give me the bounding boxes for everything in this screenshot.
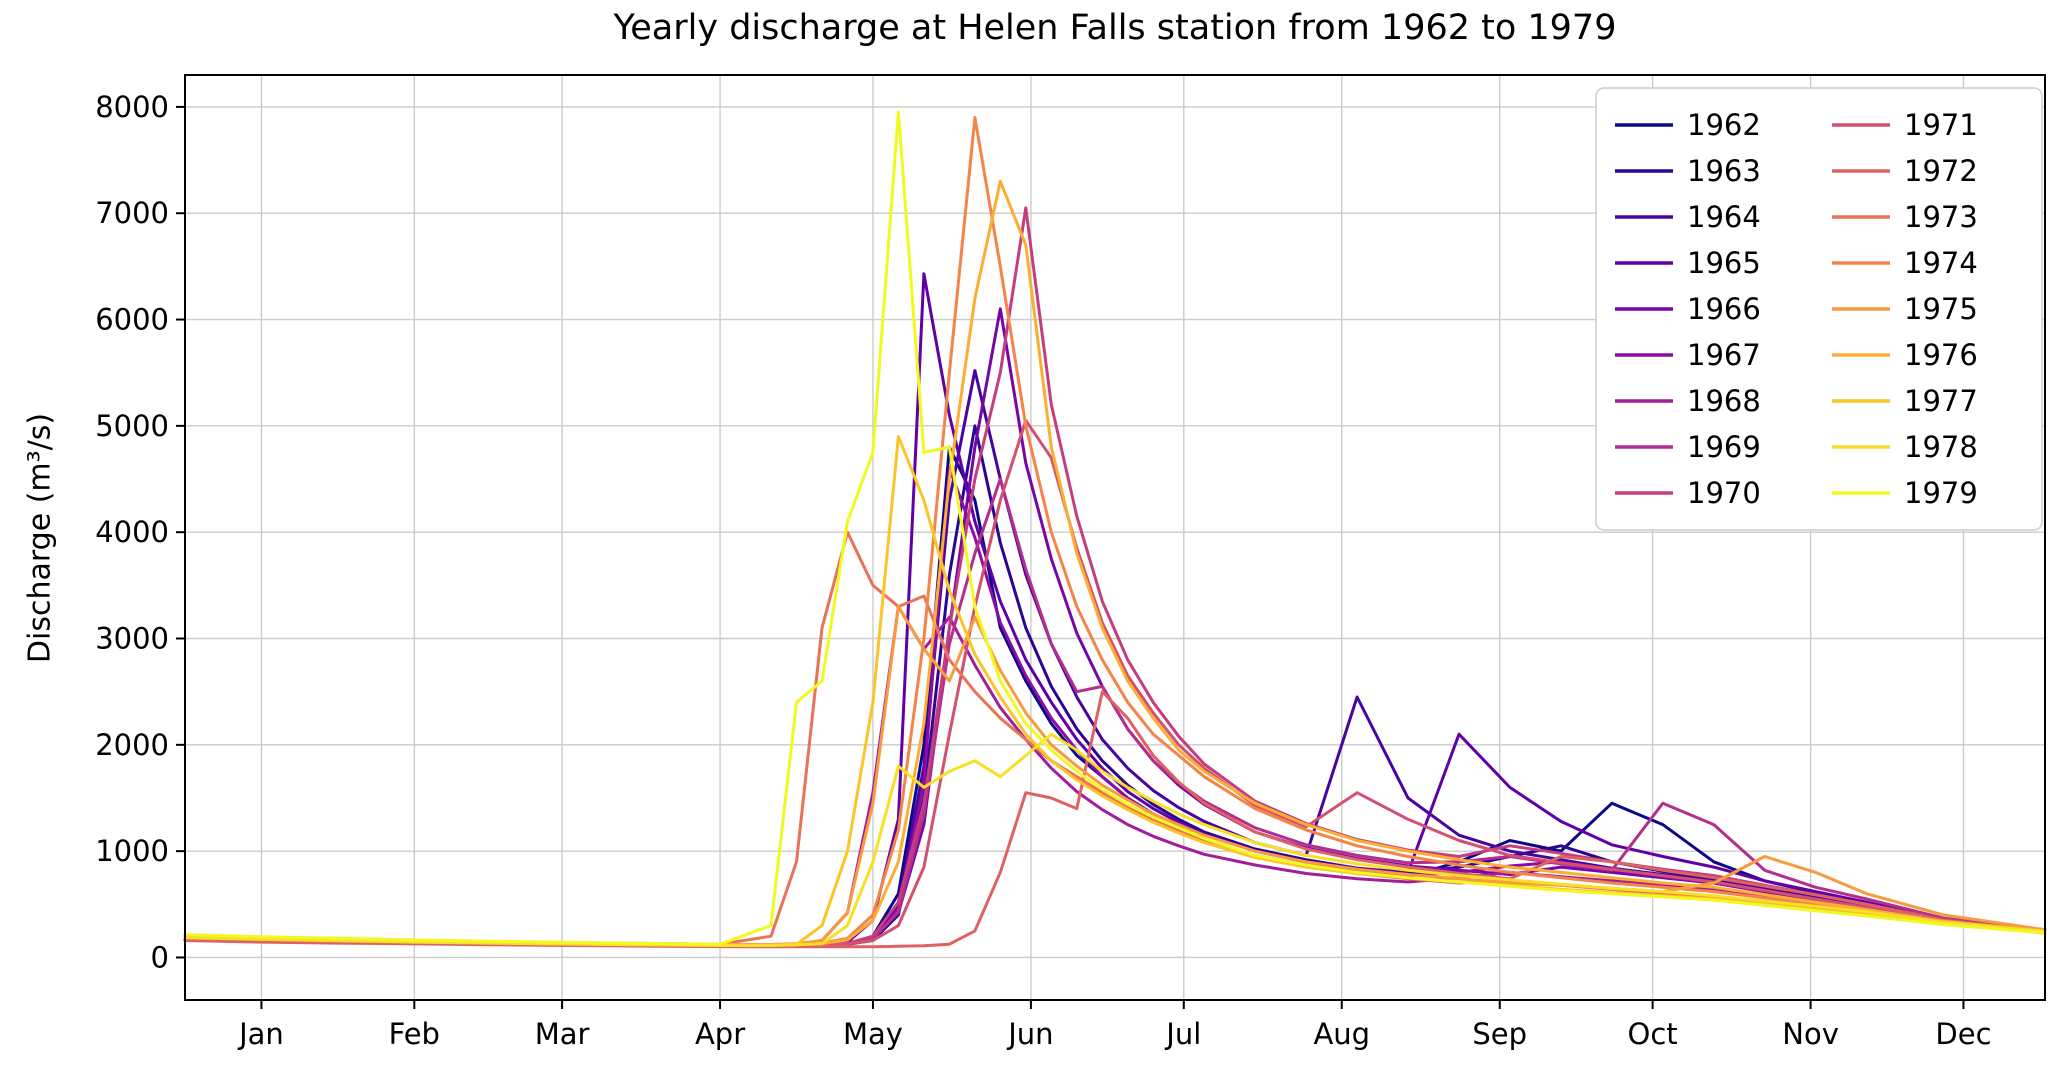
series-line-1978: [183, 732, 2047, 947]
y-tick-label: 5000: [95, 409, 169, 443]
legend-label-1978: 1978: [1904, 430, 1978, 464]
legend-label-1979: 1979: [1904, 476, 1978, 510]
legend-label-1963: 1963: [1687, 154, 1761, 188]
y-tick-label: 6000: [95, 303, 169, 337]
x-tick-label: Aug: [1313, 1017, 1370, 1051]
legend-label-1966: 1966: [1687, 292, 1761, 326]
legend-label-1967: 1967: [1687, 338, 1761, 372]
y-tick-label: 3000: [95, 622, 169, 656]
legend-label-1976: 1976: [1904, 338, 1978, 372]
x-tick-label: Dec: [1935, 1017, 1991, 1051]
legend-label-1970: 1970: [1687, 476, 1761, 510]
x-tick-label: Jun: [1006, 1017, 1053, 1051]
legend-label-1975: 1975: [1904, 292, 1978, 326]
x-tick-label: Nov: [1782, 1017, 1839, 1051]
y-tick-label: 4000: [95, 515, 169, 549]
legend-label-1968: 1968: [1687, 384, 1761, 418]
x-tick-label: Jan: [237, 1017, 284, 1051]
y-tick-label: 0: [151, 940, 169, 974]
grid: [185, 75, 2045, 1000]
x-tick-label: Mar: [535, 1017, 590, 1051]
chart-title: Yearly discharge at Helen Falls station …: [613, 8, 1617, 48]
series: [183, 110, 2047, 949]
legend-label-1969: 1969: [1687, 430, 1761, 464]
x-tick-label: Feb: [389, 1017, 440, 1051]
legend-label-1971: 1971: [1904, 108, 1978, 142]
x-axis: Jan Feb Mar Apr May Jun Jul Aug Sep Oct Nov Dec: [237, 1000, 1992, 1051]
legend-label-1964: 1964: [1687, 200, 1761, 234]
legend-label-1972: 1972: [1904, 154, 1978, 188]
plot-border: [184, 74, 2046, 1001]
legend-label-1973: 1973: [1904, 200, 1978, 234]
legend-label-1962: 1962: [1687, 108, 1761, 142]
legend-label-1965: 1965: [1687, 246, 1761, 280]
legend-label-1977: 1977: [1904, 384, 1978, 418]
y-tick-label: 7000: [95, 196, 169, 230]
x-tick-label: May: [843, 1017, 903, 1051]
series-line-1972: [183, 690, 2047, 949]
x-tick-label: Oct: [1628, 1017, 1678, 1051]
legend-label-1974: 1974: [1904, 246, 1978, 280]
y-axis: 0 1000 2000 3000 4000 5000 6000 7000 8000: [95, 90, 185, 974]
x-tick-label: Sep: [1472, 1017, 1527, 1051]
legend-frame: [1595, 87, 2043, 531]
x-tick-label: Jul: [1164, 1017, 1201, 1051]
y-tick-label: 2000: [95, 728, 169, 762]
x-tick-label: Apr: [695, 1017, 745, 1051]
y-tick-label: 8000: [95, 90, 169, 124]
legend: 1962 1963 1964 1965 1966 1967 1968 1969 1970 1971…: [1595, 87, 2043, 531]
series-line-1979: [183, 110, 2047, 946]
series-line-1969: [183, 477, 2047, 948]
y-tick-label: 1000: [95, 834, 169, 868]
